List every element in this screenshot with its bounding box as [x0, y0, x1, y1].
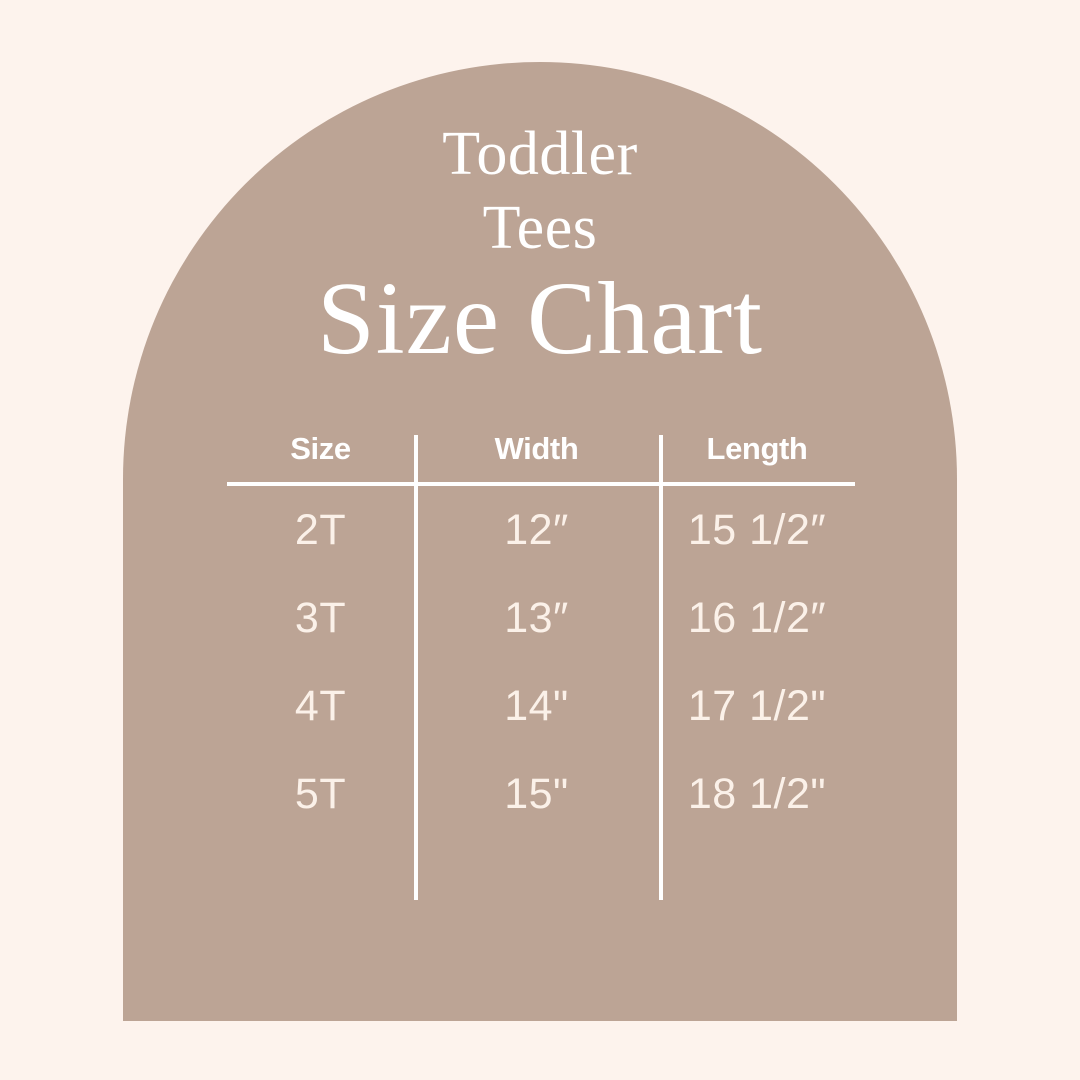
cell-size: 2T [294, 506, 347, 554]
column-divider-two [659, 435, 663, 900]
title-line-two: Tees [482, 194, 598, 262]
page-title: Size Chart [316, 261, 764, 376]
column-header-length: Length [706, 431, 808, 466]
cell-length: 16 1/2″ [687, 594, 827, 642]
header-divider-horizontal [227, 482, 855, 486]
cell-size: 3T [294, 594, 347, 642]
cell-width: 13″ [504, 594, 569, 642]
column-divider-one [414, 435, 418, 900]
arch-background-shape [123, 62, 957, 1021]
table-row: 4T 14" 17 1/2" [227, 662, 855, 750]
cell-width: 12″ [504, 506, 569, 554]
table-row: 2T 12″ 15 1/2″ [227, 486, 855, 574]
column-header-size: Size [290, 431, 351, 466]
cell-length: 15 1/2″ [687, 506, 827, 554]
table-row: 3T 13″ 16 1/2″ [227, 574, 855, 662]
cell-size: 5T [294, 770, 347, 818]
cell-width: 15" [504, 770, 569, 818]
table-row: 5T 15" 18 1/2" [227, 750, 855, 838]
cell-length: 17 1/2" [687, 682, 827, 730]
column-header-width: Width [494, 431, 579, 466]
cell-size: 4T [294, 682, 347, 730]
size-chart-table: Size Width Length 2T 12″ 15 1/2″ 3T 13″ … [227, 425, 855, 905]
table-body: 2T 12″ 15 1/2″ 3T 13″ 16 1/2″ 4T 14" 17 … [227, 486, 855, 838]
title-line-one: Toddler [442, 120, 638, 188]
cell-width: 14" [504, 682, 569, 730]
cell-length: 18 1/2" [687, 770, 827, 818]
